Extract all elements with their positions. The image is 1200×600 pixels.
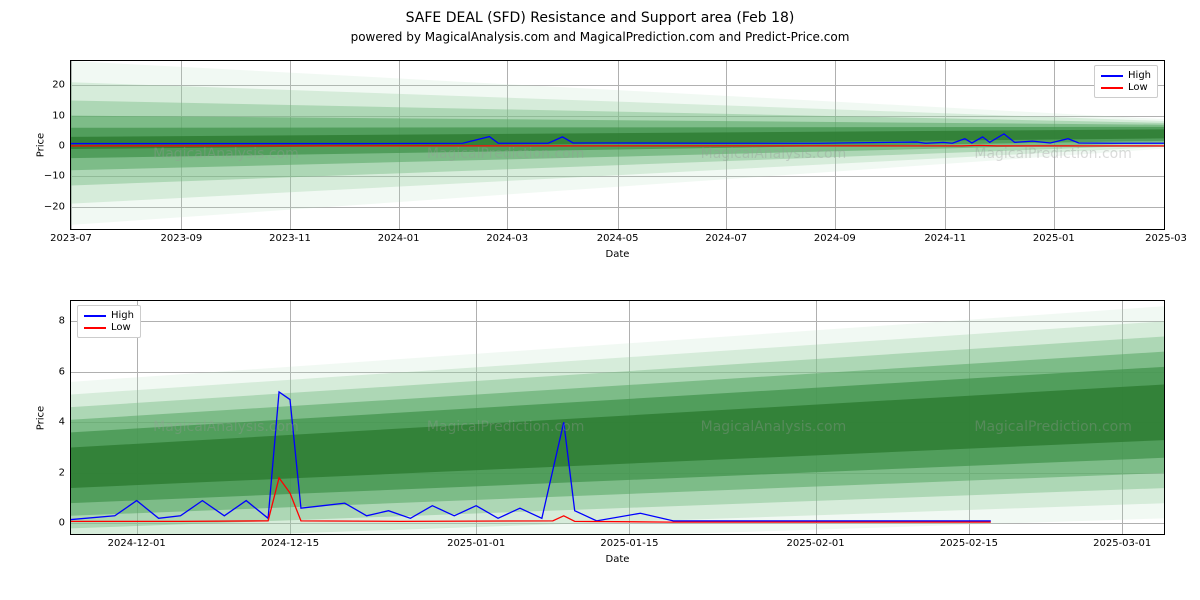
chart-title: SAFE DEAL (SFD) Resistance and Support a… [0, 10, 1200, 26]
high-line [71, 392, 991, 521]
x-tick-label: 2025-03 [1145, 233, 1187, 244]
x-tick-label: 2025-03-01 [1093, 538, 1151, 549]
y-tick-label: 4 [59, 417, 65, 428]
x-tick-label: 2025-01 [1033, 233, 1075, 244]
x-tick-label: 2024-03 [486, 233, 528, 244]
x-tick-label: 2024-12-01 [108, 538, 166, 549]
bottom-chart: MagicalAnalysis.comMagicalPrediction.com… [70, 300, 1165, 535]
bottom-legend: HighLow [77, 305, 141, 338]
top-x-axis-label: Date [606, 249, 630, 260]
x-tick-label: 2024-07 [705, 233, 747, 244]
legend-label: High [111, 310, 134, 321]
low-line [71, 478, 991, 522]
legend-label: High [1128, 70, 1151, 81]
legend-item: High [84, 310, 134, 321]
y-tick-label: 0 [59, 141, 65, 152]
bottom-plot-area: MagicalAnalysis.comMagicalPrediction.com… [71, 301, 1164, 534]
x-tick-label: 2023-09 [160, 233, 202, 244]
y-tick-label: 0 [59, 518, 65, 529]
top-series-lines [71, 61, 1164, 229]
x-tick-label: 2024-05 [597, 233, 639, 244]
x-tick-label: 2025-01-01 [447, 538, 505, 549]
chart-subtitle: powered by MagicalAnalysis.com and Magic… [0, 30, 1200, 44]
y-tick-label: 20 [52, 80, 65, 91]
legend-swatch [84, 327, 106, 329]
legend-item: Low [84, 322, 134, 333]
x-tick-label: 2024-01 [378, 233, 420, 244]
legend-label: Low [1128, 82, 1148, 93]
top-plot-area: MagicalAnalysis.comMagicalPrediction.com… [71, 61, 1164, 229]
top-y-axis-label: Price [36, 133, 47, 157]
bottom-y-axis-label: Price [36, 405, 47, 429]
y-tick-label: −10 [44, 171, 65, 182]
x-tick-label: 2024-12-15 [261, 538, 319, 549]
legend-swatch [1101, 87, 1123, 89]
x-tick-label: 2023-07 [50, 233, 92, 244]
x-tick-label: 2025-01-15 [600, 538, 658, 549]
legend-swatch [84, 315, 106, 317]
legend-swatch [1101, 75, 1123, 77]
y-tick-label: 6 [59, 366, 65, 377]
legend-item: Low [1101, 82, 1151, 93]
figure: SAFE DEAL (SFD) Resistance and Support a… [0, 0, 1200, 600]
x-tick-label: 2025-02-15 [940, 538, 998, 549]
y-tick-label: −20 [44, 201, 65, 212]
high-line [71, 134, 1164, 144]
legend-label: Low [111, 322, 131, 333]
bottom-x-axis-label: Date [606, 554, 630, 565]
y-tick-label: 8 [59, 316, 65, 327]
x-tick-label: 2024-11 [924, 233, 966, 244]
top-legend: HighLow [1094, 65, 1158, 98]
x-tick-label: 2024-09 [814, 233, 856, 244]
bottom-series-lines [71, 301, 1164, 534]
y-tick-label: 10 [52, 110, 65, 121]
x-tick-label: 2025-02-01 [787, 538, 845, 549]
y-tick-label: 2 [59, 467, 65, 478]
top-chart: MagicalAnalysis.comMagicalPrediction.com… [70, 60, 1165, 230]
legend-item: High [1101, 70, 1151, 81]
x-tick-label: 2023-11 [269, 233, 311, 244]
